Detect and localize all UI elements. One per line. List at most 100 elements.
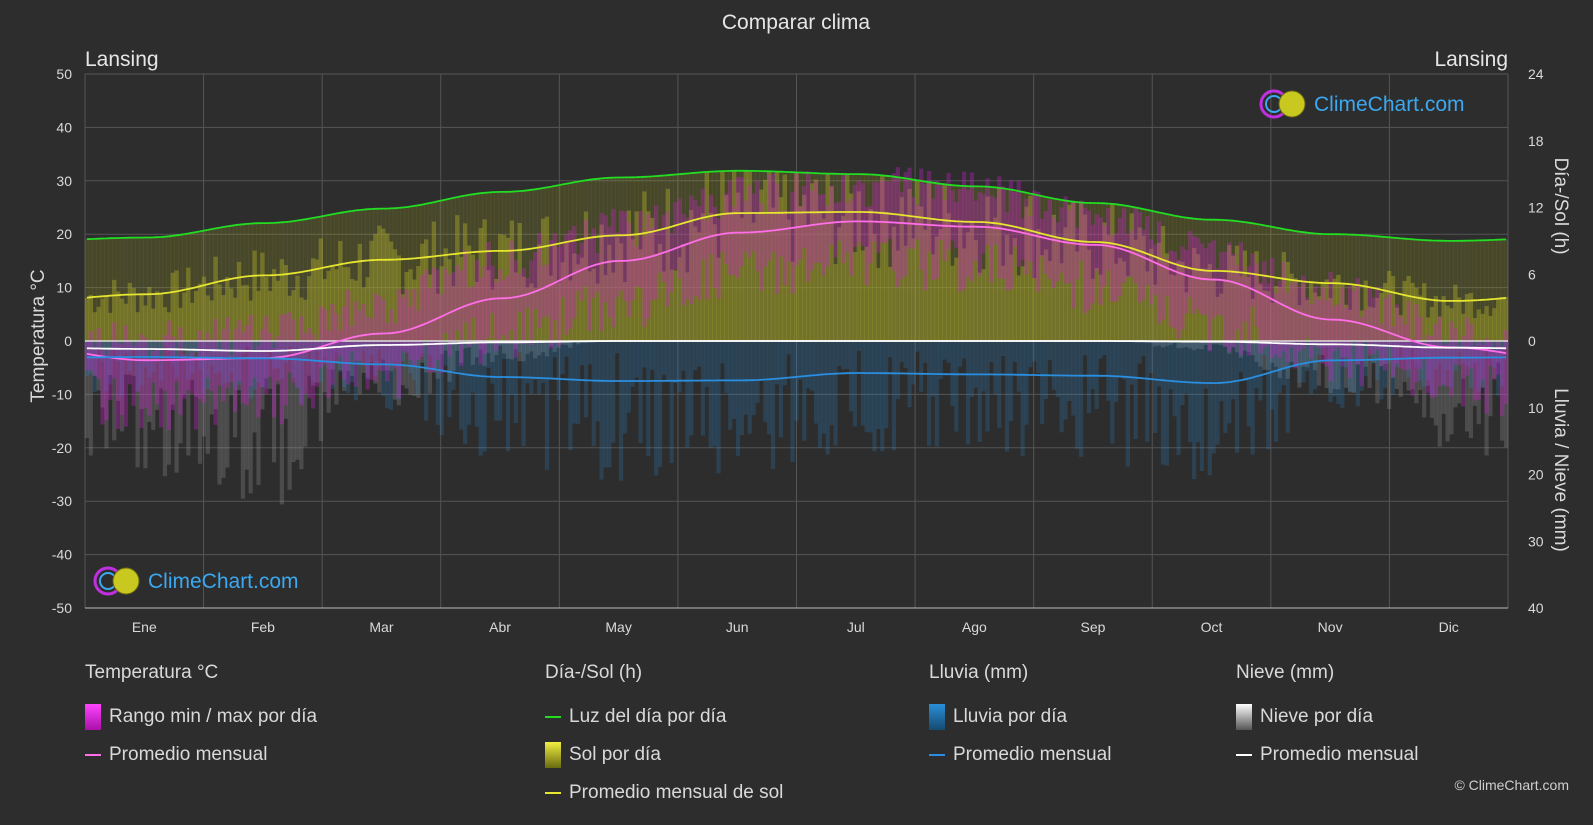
temp-range-bar — [1180, 246, 1185, 330]
rain-bar — [373, 341, 378, 376]
rain-bar — [763, 341, 768, 423]
temp-range-bar — [1090, 224, 1095, 304]
sunshine-bar — [1285, 261, 1290, 341]
daylight-bar — [751, 170, 756, 341]
rain-bar — [1192, 341, 1197, 480]
daylight-bar — [455, 197, 460, 341]
daylight-bar — [1254, 223, 1259, 341]
temp-range-bar — [314, 340, 320, 387]
rain-bar — [1137, 341, 1142, 364]
daylight-bar — [907, 179, 912, 341]
temp-range-bar — [1117, 218, 1123, 297]
daylight-bar — [381, 208, 386, 341]
temp-range-bar — [1106, 207, 1111, 271]
rain-bar — [369, 341, 374, 355]
sunshine-bar — [1199, 268, 1205, 341]
temp-range-bar — [1468, 324, 1474, 369]
temp-range-bar — [919, 168, 924, 271]
sunshine-bar — [1289, 273, 1294, 341]
snow-bar — [1270, 341, 1275, 363]
sunshine-bar — [1468, 292, 1474, 341]
rain-bar — [287, 341, 292, 347]
rain-bar — [771, 341, 776, 470]
sunshine-bar — [1160, 226, 1166, 341]
temp-range-bar — [848, 199, 854, 276]
temp-range-bar — [494, 281, 499, 351]
daylight-bar — [505, 191, 511, 341]
rain-bar — [747, 341, 752, 434]
rain-bar — [100, 341, 105, 362]
sunshine-bar — [1246, 276, 1251, 341]
temp-range-bar — [1114, 233, 1119, 302]
rain-bar — [1001, 341, 1006, 357]
temp-range-bar — [353, 301, 359, 387]
rain-bar — [790, 341, 795, 463]
rain-bar — [997, 341, 1002, 428]
rain-bar — [1254, 341, 1259, 389]
temp-range-bar — [1422, 346, 1427, 358]
temp-range-bar — [346, 289, 351, 385]
daylight-bar — [521, 190, 526, 341]
daylight-bar — [552, 185, 557, 341]
daylight-bar — [1269, 226, 1275, 341]
daylight-bar — [229, 225, 234, 341]
daylight-bar — [88, 239, 93, 341]
snow-bar — [1324, 341, 1329, 389]
temp-range-bar — [946, 173, 951, 250]
snow-bar — [1273, 341, 1279, 367]
daylight-bar — [252, 223, 257, 341]
snow-bar — [119, 341, 125, 432]
temp-range-bar — [193, 357, 199, 430]
daylight-bar — [864, 174, 869, 341]
daylight-bar — [119, 237, 125, 341]
temp-range-bar — [895, 167, 901, 288]
temp-range-bar — [657, 228, 663, 273]
temp-range-bar — [318, 306, 324, 368]
rain-bar — [1184, 341, 1189, 394]
snow-bar — [213, 341, 218, 410]
sunshine-bar — [926, 182, 932, 341]
sunshine-bar — [162, 307, 168, 341]
temp-range-bar — [490, 265, 495, 314]
snow-bar — [166, 341, 171, 465]
sunshine-bar — [1332, 278, 1337, 341]
snow-bar — [388, 341, 394, 372]
sunshine-bar — [1453, 284, 1458, 341]
daylight-bar — [1383, 236, 1388, 341]
snow-bar — [439, 341, 444, 355]
temp-range-bar — [650, 227, 655, 301]
sunshine-bar — [1305, 300, 1310, 341]
rain-bar — [513, 341, 518, 424]
temp-range-bar — [1355, 278, 1361, 365]
daylight-bar — [1332, 234, 1337, 341]
temp-range-bar — [96, 327, 101, 380]
daylight-bar — [985, 186, 990, 341]
snow-bar — [310, 341, 316, 386]
sunshine-bar — [938, 228, 943, 341]
daylight-bar — [926, 182, 932, 341]
snow-bar — [162, 341, 168, 477]
snow-bar — [533, 341, 538, 359]
daylight-bar — [1464, 240, 1470, 341]
daylight-bar — [607, 177, 612, 341]
snow-bar — [342, 341, 347, 391]
temp-range-bar — [1484, 337, 1489, 414]
daylight-bar — [965, 186, 971, 341]
rain-bar — [607, 341, 612, 468]
rain-bar — [1242, 341, 1247, 382]
y-left-tick-label: -40 — [52, 547, 72, 563]
sunshine-bar — [942, 184, 947, 341]
temp-range-bar — [1390, 326, 1396, 377]
temp-range-bar — [232, 329, 238, 412]
snow-bar — [338, 341, 343, 371]
temp-range-bar — [1254, 262, 1259, 327]
rain-bar — [279, 341, 284, 380]
temp-range-bar — [1492, 351, 1497, 380]
temp-range-bar — [923, 184, 928, 291]
temp-range-bar — [1258, 283, 1263, 354]
sunshine-bar — [650, 217, 655, 341]
sunshine-bar — [1269, 302, 1275, 341]
daylight-bar — [357, 209, 363, 341]
sunshine-bar — [911, 238, 916, 341]
rain-bar — [236, 341, 242, 385]
